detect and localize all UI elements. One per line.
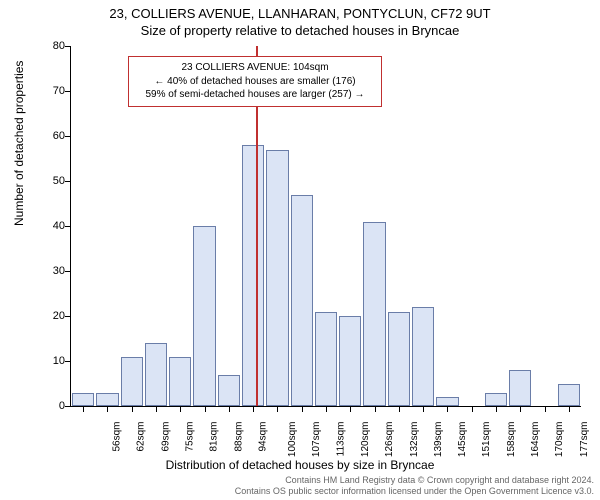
- chart-title-line2: Size of property relative to detached ho…: [0, 23, 600, 38]
- histogram-bar: [558, 384, 580, 407]
- x-tick-label: 100sqm: [287, 422, 298, 458]
- x-tick-label: 81sqm: [209, 422, 220, 452]
- histogram-bar: [436, 397, 458, 406]
- y-tick-label: 60: [25, 130, 65, 142]
- x-tick-label: 164sqm: [530, 422, 541, 458]
- histogram-bar: [485, 393, 507, 407]
- x-tick: [326, 406, 327, 412]
- chart-container: 23, COLLIERS AVENUE, LLANHARAN, PONTYCLU…: [0, 0, 600, 500]
- footer-line-1: Contains HM Land Registry data © Crown c…: [235, 475, 594, 486]
- y-tick: [65, 271, 71, 272]
- x-tick: [302, 406, 303, 412]
- x-tick-label: 62sqm: [136, 422, 147, 452]
- x-tick: [107, 406, 108, 412]
- histogram-bar: [169, 357, 191, 407]
- x-tick-label: 139sqm: [433, 422, 444, 458]
- histogram-bar: [72, 393, 94, 407]
- x-tick: [496, 406, 497, 412]
- histogram-bar: [145, 343, 167, 406]
- x-tick: [229, 406, 230, 412]
- histogram-bar: [291, 195, 313, 407]
- histogram-bar: [218, 375, 240, 407]
- x-tick: [156, 406, 157, 412]
- y-tick: [65, 226, 71, 227]
- histogram-bar: [121, 357, 143, 407]
- y-tick: [65, 136, 71, 137]
- x-tick-label: 132sqm: [409, 422, 420, 458]
- x-tick-label: 94sqm: [257, 422, 268, 452]
- x-tick-label: 113sqm: [335, 422, 346, 457]
- histogram-bar: [388, 312, 410, 407]
- x-tick: [569, 406, 570, 412]
- histogram-bar: [266, 150, 288, 407]
- x-tick-label: 177sqm: [579, 422, 590, 458]
- histogram-bar: [339, 316, 361, 406]
- y-tick-label: 80: [25, 40, 65, 52]
- x-tick: [423, 406, 424, 412]
- annotation-line: 23 COLLIERS AVENUE: 104sqm: [135, 61, 375, 75]
- histogram-bar: [193, 226, 215, 406]
- y-tick-label: 30: [25, 265, 65, 277]
- x-tick-label: 158sqm: [506, 422, 517, 458]
- x-tick-label: 88sqm: [233, 422, 244, 452]
- histogram-bar: [96, 393, 118, 407]
- histogram-bar: [509, 370, 531, 406]
- histogram-bar: [412, 307, 434, 406]
- y-tick-label: 0: [25, 400, 65, 412]
- x-tick: [520, 406, 521, 412]
- y-tick-label: 40: [25, 220, 65, 232]
- x-tick-label: 69sqm: [160, 422, 171, 452]
- y-axis-label: Number of detached properties: [12, 61, 26, 226]
- y-tick: [65, 91, 71, 92]
- x-tick: [277, 406, 278, 412]
- x-axis-label: Distribution of detached houses by size …: [0, 458, 600, 472]
- x-tick: [253, 406, 254, 412]
- annotation-line: 59% of semi-detached houses are larger (…: [135, 88, 375, 102]
- y-tick: [65, 406, 71, 407]
- x-tick: [350, 406, 351, 412]
- footer-attribution: Contains HM Land Registry data © Crown c…: [235, 475, 594, 497]
- y-tick: [65, 316, 71, 317]
- histogram-bar: [363, 222, 385, 407]
- x-tick: [180, 406, 181, 412]
- footer-line-2: Contains OS public sector information li…: [235, 486, 594, 497]
- y-tick-label: 70: [25, 85, 65, 97]
- x-tick-label: 75sqm: [185, 422, 196, 452]
- x-tick: [83, 406, 84, 412]
- y-tick: [65, 46, 71, 47]
- y-tick: [65, 361, 71, 362]
- y-tick-label: 20: [25, 310, 65, 322]
- x-tick-label: 56sqm: [112, 422, 123, 452]
- annotation-line: ← 40% of detached houses are smaller (17…: [135, 75, 375, 89]
- annotation-box: 23 COLLIERS AVENUE: 104sqm← 40% of detac…: [128, 56, 382, 107]
- histogram-bar: [315, 312, 337, 407]
- x-tick: [132, 406, 133, 412]
- y-tick: [65, 181, 71, 182]
- x-tick-label: 107sqm: [312, 422, 323, 458]
- y-tick-label: 50: [25, 175, 65, 187]
- x-tick-label: 170sqm: [554, 422, 565, 458]
- x-tick: [375, 406, 376, 412]
- x-tick: [399, 406, 400, 412]
- x-tick-label: 120sqm: [360, 422, 371, 458]
- x-tick-label: 145sqm: [457, 422, 468, 458]
- histogram-bar: [242, 145, 264, 406]
- x-tick: [447, 406, 448, 412]
- x-tick: [472, 406, 473, 412]
- x-tick-label: 126sqm: [384, 422, 395, 458]
- x-tick-label: 151sqm: [482, 422, 493, 458]
- x-tick: [205, 406, 206, 412]
- chart-title-line1: 23, COLLIERS AVENUE, LLANHARAN, PONTYCLU…: [0, 6, 600, 21]
- x-tick: [545, 406, 546, 412]
- y-tick-label: 10: [25, 355, 65, 367]
